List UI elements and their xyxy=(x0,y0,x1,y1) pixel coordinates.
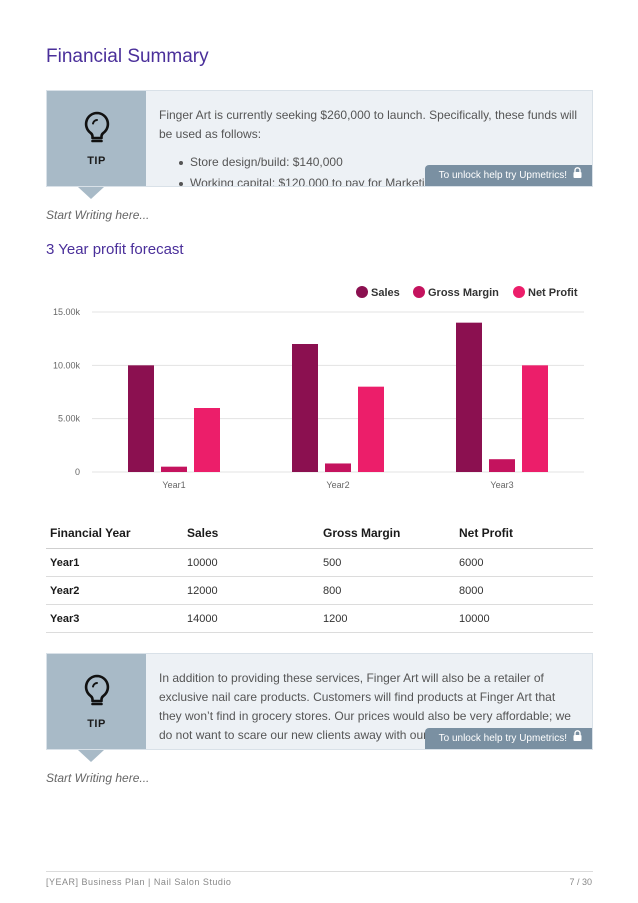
footer-doc-title: [YEAR] Business Plan | Nail Salon Studio xyxy=(46,877,232,887)
table-header-cell: Gross Margin xyxy=(323,525,401,540)
table-cell: 800 xyxy=(323,584,342,597)
unlock-upmetrics-button[interactable]: To unlock help try Upmetrics! xyxy=(424,165,592,186)
financial-table: Financial Year Sales Gross Margin Net Pr… xyxy=(46,517,593,633)
legend-label: Sales xyxy=(371,287,400,299)
table-cell: 14000 xyxy=(187,612,218,625)
tip-intro: Finger Art is currently seeking $260,000… xyxy=(159,108,577,141)
legend-marker xyxy=(413,286,425,298)
unlock-label: To unlock help try Upmetrics! xyxy=(438,733,567,744)
bar xyxy=(358,386,384,472)
tip-sidebar: TIP xyxy=(47,654,146,749)
footer-divider xyxy=(46,871,593,872)
bar xyxy=(292,344,318,472)
table-header-row: Financial Year Sales Gross Margin Net Pr… xyxy=(46,517,593,549)
section-title: 3 Year profit forecast xyxy=(46,241,184,258)
table-cell: Year2 xyxy=(50,584,80,597)
profit-forecast-chart: 0 5.00k 10.00k 15.00k Year1 Year2 Year3 Sales Gr… xyxy=(53,286,584,490)
table-row: Year1 10000 500 6000 xyxy=(46,549,593,577)
page-number: 7 / 30 xyxy=(569,877,592,887)
table-header-cell: Financial Year xyxy=(50,525,131,540)
lightbulb-icon xyxy=(81,110,113,151)
x-tick-label: Year1 xyxy=(162,480,185,490)
table-header-cell: Net Profit xyxy=(459,525,513,540)
tip-label: TIP xyxy=(87,718,106,730)
table-cell: 12000 xyxy=(187,584,218,597)
table-cell: 8000 xyxy=(459,584,484,597)
table-cell: 10000 xyxy=(187,556,218,569)
table-cell: 10000 xyxy=(459,612,490,625)
x-tick-label: Year2 xyxy=(326,480,349,490)
y-tick-label: 15.00k xyxy=(53,307,81,317)
legend-label: Gross Margin xyxy=(428,287,499,299)
table-cell: Year1 xyxy=(50,556,80,569)
y-tick-label: 0 xyxy=(75,467,80,477)
page-title: Financial Summary xyxy=(46,46,209,67)
table-cell: Year3 xyxy=(50,612,80,625)
bar xyxy=(456,322,482,472)
table-header-cell: Sales xyxy=(187,525,219,540)
table-cell: 1200 xyxy=(323,612,348,625)
list-item: Working capital: $120,000 to pay for Mar… xyxy=(179,173,592,186)
tip-box-retail: TIP In addition to providing these servi… xyxy=(46,653,593,750)
x-tick-label: Year3 xyxy=(490,480,513,490)
unlock-label: To unlock help try Upmetrics! xyxy=(438,170,567,181)
bar xyxy=(128,365,154,472)
bar xyxy=(489,459,515,472)
bar xyxy=(161,466,187,472)
bar xyxy=(325,463,351,472)
table-cell: 500 xyxy=(323,556,342,569)
table-row: Year2 12000 800 8000 xyxy=(46,577,593,605)
legend-marker xyxy=(356,286,368,298)
tip-text: In addition to providing these services,… xyxy=(159,671,573,749)
y-tick-label: 5.00k xyxy=(58,414,81,424)
legend-label: Net Profit xyxy=(528,287,578,299)
bar xyxy=(522,365,548,472)
tip-label: TIP xyxy=(87,155,106,167)
list-item: Store design/build: $140,000 xyxy=(179,152,578,173)
table-cell: 6000 xyxy=(459,556,484,569)
bar xyxy=(194,408,220,472)
tip-list: Store design/build: $140,000 Working cap… xyxy=(159,152,592,186)
tip-text: Finger Art is currently seeking $260,000… xyxy=(159,106,592,186)
lock-icon xyxy=(573,728,582,749)
start-writing-placeholder[interactable]: Start Writing here... xyxy=(46,208,150,222)
tip-pointer xyxy=(78,750,104,762)
legend-marker xyxy=(513,286,525,298)
y-tick-label: 10.00k xyxy=(53,360,81,370)
start-writing-placeholder[interactable]: Start Writing here... xyxy=(46,771,150,785)
tip-box-funding: TIP Finger Art is currently seeking $260… xyxy=(46,90,593,187)
table-row: Year3 14000 1200 10000 xyxy=(46,605,593,633)
tip-pointer xyxy=(78,187,104,199)
tip-sidebar: TIP xyxy=(47,91,146,186)
unlock-upmetrics-button[interactable]: To unlock help try Upmetrics! xyxy=(424,728,592,749)
lock-icon xyxy=(573,165,582,186)
lightbulb-icon xyxy=(81,673,113,714)
